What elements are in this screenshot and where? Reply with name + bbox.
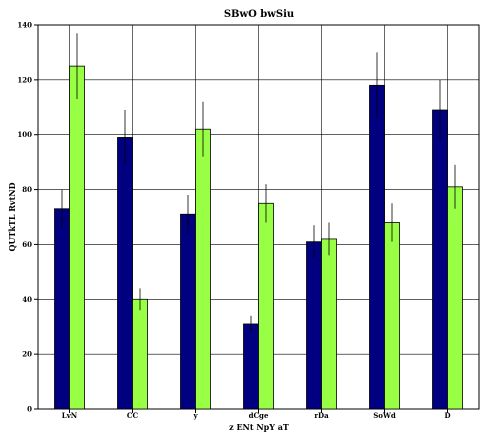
bar xyxy=(54,208,70,410)
bar xyxy=(243,323,259,410)
bar xyxy=(195,128,211,410)
y-axis-label: QUTkTL RvtND xyxy=(7,182,17,251)
bar xyxy=(132,298,148,410)
bar xyxy=(306,241,322,410)
y-tick-label: 80 xyxy=(22,185,32,194)
chart-title: SBwO bwSiu xyxy=(224,9,294,20)
bar xyxy=(69,65,85,410)
y-tick-label: 140 xyxy=(17,21,32,30)
y-tick-label: 40 xyxy=(22,295,32,304)
y-tick-label: 0 xyxy=(27,405,32,414)
x-axis: LvN CC y dCge rDa SoWd D xyxy=(62,409,451,420)
x-tick-label: SoWd xyxy=(373,411,396,420)
error-bars-group xyxy=(61,33,456,333)
bar xyxy=(369,84,385,410)
bar xyxy=(384,222,400,410)
y-tick-label: 60 xyxy=(22,240,32,249)
x-tick-label: dCge xyxy=(249,411,269,420)
bar xyxy=(447,186,463,410)
y-tick-label: 20 xyxy=(22,350,32,359)
y-axis: 0 20 40 60 80 100 120 140 xyxy=(17,21,38,414)
y-tick-label: 120 xyxy=(17,75,32,84)
x-tick-label: rDa xyxy=(314,411,329,420)
x-tick-label: D xyxy=(444,411,450,420)
bar xyxy=(321,238,337,410)
x-tick-label: LvN xyxy=(62,411,78,420)
bar xyxy=(180,213,196,410)
bar xyxy=(432,109,448,410)
x-tick-label: CC xyxy=(127,411,139,420)
bar xyxy=(258,202,274,410)
x-axis-label: z ENt NpY aT xyxy=(229,422,289,432)
y-tick-label: 100 xyxy=(17,130,32,139)
x-tick-label: y xyxy=(192,411,198,420)
bar xyxy=(117,137,133,410)
